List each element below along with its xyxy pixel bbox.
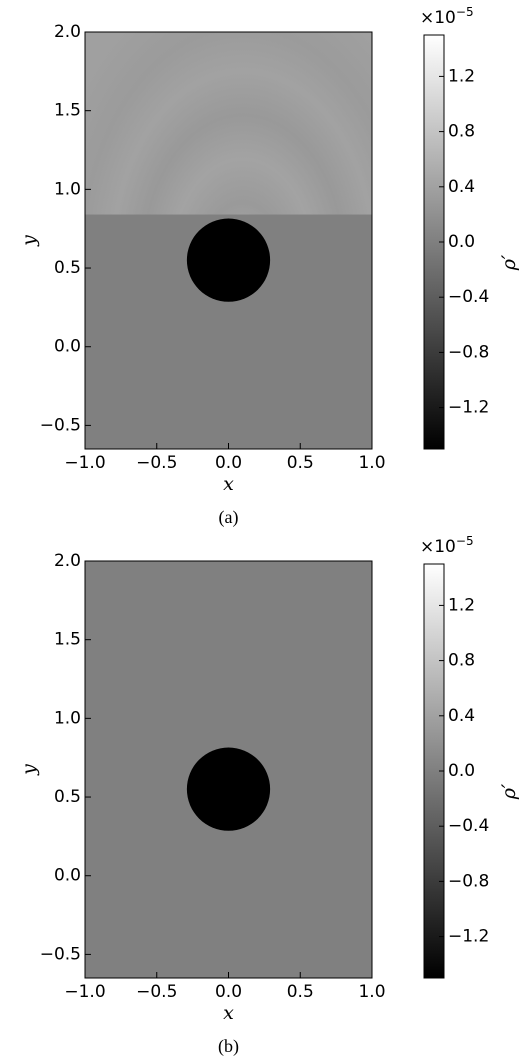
x-tick-label: 0.0 bbox=[215, 453, 242, 473]
y-tick-label: 2.0 bbox=[54, 22, 81, 42]
x-tick-label: −0.5 bbox=[136, 982, 177, 1002]
x-label: x bbox=[223, 1002, 234, 1024]
colorbar-tick-label: 0.8 bbox=[448, 651, 475, 671]
colorbar-label: ρ′ bbox=[498, 254, 520, 271]
colorbar-tick-label: 0.8 bbox=[448, 122, 475, 142]
x-tick-label: −1.0 bbox=[64, 453, 105, 473]
panel: −1.0 −0.5 0.0 0.5 1.0 −0.5 0.0 0.5 1.0 1.5 2.0 x y (a… bbox=[18, 5, 520, 529]
colorbar-offset: ×10−5 bbox=[420, 534, 474, 558]
panel: −1.0 −0.5 0.0 0.5 1.0 −0.5 0.0 0.5 1.0 1.5 2.0 x y (b… bbox=[18, 534, 520, 1058]
colorbar-tick-label: −1.2 bbox=[448, 398, 489, 418]
colorbar-multiplier: ×10 bbox=[420, 537, 456, 557]
y-tick-label: 0.0 bbox=[54, 337, 81, 357]
x-tick-label: 0.5 bbox=[287, 453, 314, 473]
colorbar-tick-label: 1.2 bbox=[448, 66, 475, 86]
x-tick-label: 0.0 bbox=[215, 982, 242, 1002]
y-label: y bbox=[18, 764, 40, 776]
x-tick-label: −0.5 bbox=[136, 453, 177, 473]
y-tick-label: 1.5 bbox=[54, 630, 81, 650]
y-tick-label: −0.5 bbox=[40, 415, 81, 435]
colorbar-tick-label: −0.4 bbox=[448, 816, 489, 836]
y-tick-label: 1.0 bbox=[54, 179, 81, 199]
colorbar-tick-label: −1.2 bbox=[448, 927, 489, 947]
colorbar-exponent: −5 bbox=[456, 5, 474, 19]
colorbar-label: ρ′ bbox=[498, 783, 520, 800]
x-tick-label: 1.0 bbox=[358, 982, 385, 1002]
colorbar-multiplier: ×10 bbox=[420, 8, 456, 28]
colorbar-tick-label: −0.4 bbox=[448, 287, 489, 307]
x-tick-label: 1.0 bbox=[358, 453, 385, 473]
y-tick-label: 0.0 bbox=[54, 866, 81, 886]
caption: (b) bbox=[218, 1036, 239, 1057]
colorbar-exponent: −5 bbox=[456, 534, 474, 548]
y-tick-label: 1.0 bbox=[54, 708, 81, 728]
colorbar-tick-label: −0.8 bbox=[448, 342, 489, 362]
colorbar-tick-label: 0.0 bbox=[448, 761, 475, 781]
caption: (a) bbox=[219, 507, 239, 528]
y-label: y bbox=[18, 235, 40, 247]
body bbox=[186, 747, 271, 831]
colorbar-tick-label: −0.8 bbox=[448, 871, 489, 891]
y-tick-label: 2.0 bbox=[54, 551, 81, 571]
y-tick-label: 0.5 bbox=[54, 787, 81, 807]
colorbar-tick-label: 0.4 bbox=[448, 706, 475, 726]
body bbox=[186, 218, 271, 302]
x-label: x bbox=[223, 473, 234, 495]
colorbar-tick-label: 0.4 bbox=[448, 177, 475, 197]
x-tick-label: 0.5 bbox=[287, 982, 314, 1002]
colorbar-tick-label: 1.2 bbox=[448, 595, 475, 615]
x-tick-label: −1.0 bbox=[64, 982, 105, 1002]
colorbar-offset: ×10−5 bbox=[420, 5, 474, 29]
y-tick-label: −0.5 bbox=[40, 944, 81, 964]
y-tick-label: 1.5 bbox=[54, 101, 81, 121]
colorbar-tick-label: 0.0 bbox=[448, 232, 475, 252]
y-tick-label: 0.5 bbox=[54, 258, 81, 278]
